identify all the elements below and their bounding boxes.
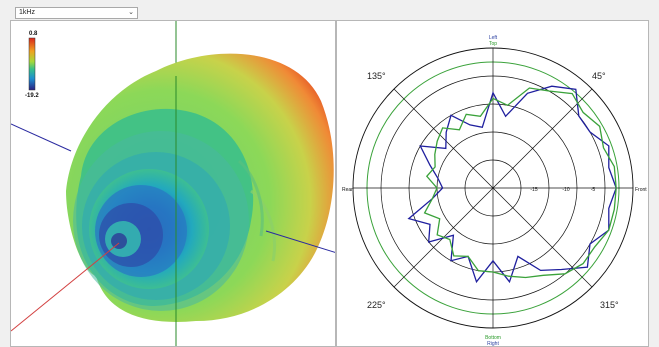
bottom-label-right: Right — [487, 341, 499, 347]
colorbar-min-label: -19.2 — [25, 93, 39, 99]
frequency-select-value: 1kHz — [19, 9, 35, 16]
front-label: Front — [635, 187, 647, 193]
polar-series — [407, 85, 617, 284]
polar-plot[interactable]: Left Top Bottom Right Rear Front 45° 135… — [337, 21, 649, 347]
y-axis-line-front — [265, 230, 335, 253]
ring-label-10: -10 — [562, 187, 569, 193]
polar-labels: Left Top Bottom Right Rear Front 45° 135… — [342, 35, 647, 347]
spoke-135 — [393, 88, 593, 288]
colorbar-gradient — [28, 37, 36, 91]
colorbar: 0.8 -19.2 — [25, 31, 39, 99]
bottom-label-bottom: Bottom — [485, 335, 501, 341]
series-1-line — [407, 85, 617, 284]
angle-label-135: 135° — [367, 71, 386, 81]
colorbar-max-label: 0.8 — [29, 31, 38, 37]
series-2-line — [423, 87, 617, 279]
angle-label-45: 45° — [592, 71, 606, 81]
angle-label-225: 225° — [367, 300, 386, 310]
x-axis-line — [11, 242, 120, 332]
y-axis-line-back — [11, 123, 72, 152]
top-label-top: Top — [489, 41, 497, 47]
chevron-down-icon[interactable]: ⌄ — [128, 9, 134, 16]
balloon-3d-canvas[interactable]: 0.8 -19.2 — [11, 21, 336, 347]
toolbar: 1kHz ⌄ — [0, 0, 659, 20]
balloon-shape — [66, 53, 334, 322]
rear-label: Rear — [342, 187, 353, 193]
polar-plot-panel: Left Top Bottom Right Rear Front 45° 135… — [336, 20, 649, 347]
ring-label-5: -5 — [591, 187, 596, 193]
balloon-3d-view[interactable]: 0.8 -19.2 — [10, 20, 336, 347]
angle-label-315: 315° — [600, 300, 619, 310]
top-label-left: Left — [489, 35, 498, 41]
polar-grid — [352, 47, 634, 329]
ring-label-15: -15 — [530, 187, 537, 193]
frequency-select[interactable]: 1kHz ⌄ — [15, 7, 138, 19]
